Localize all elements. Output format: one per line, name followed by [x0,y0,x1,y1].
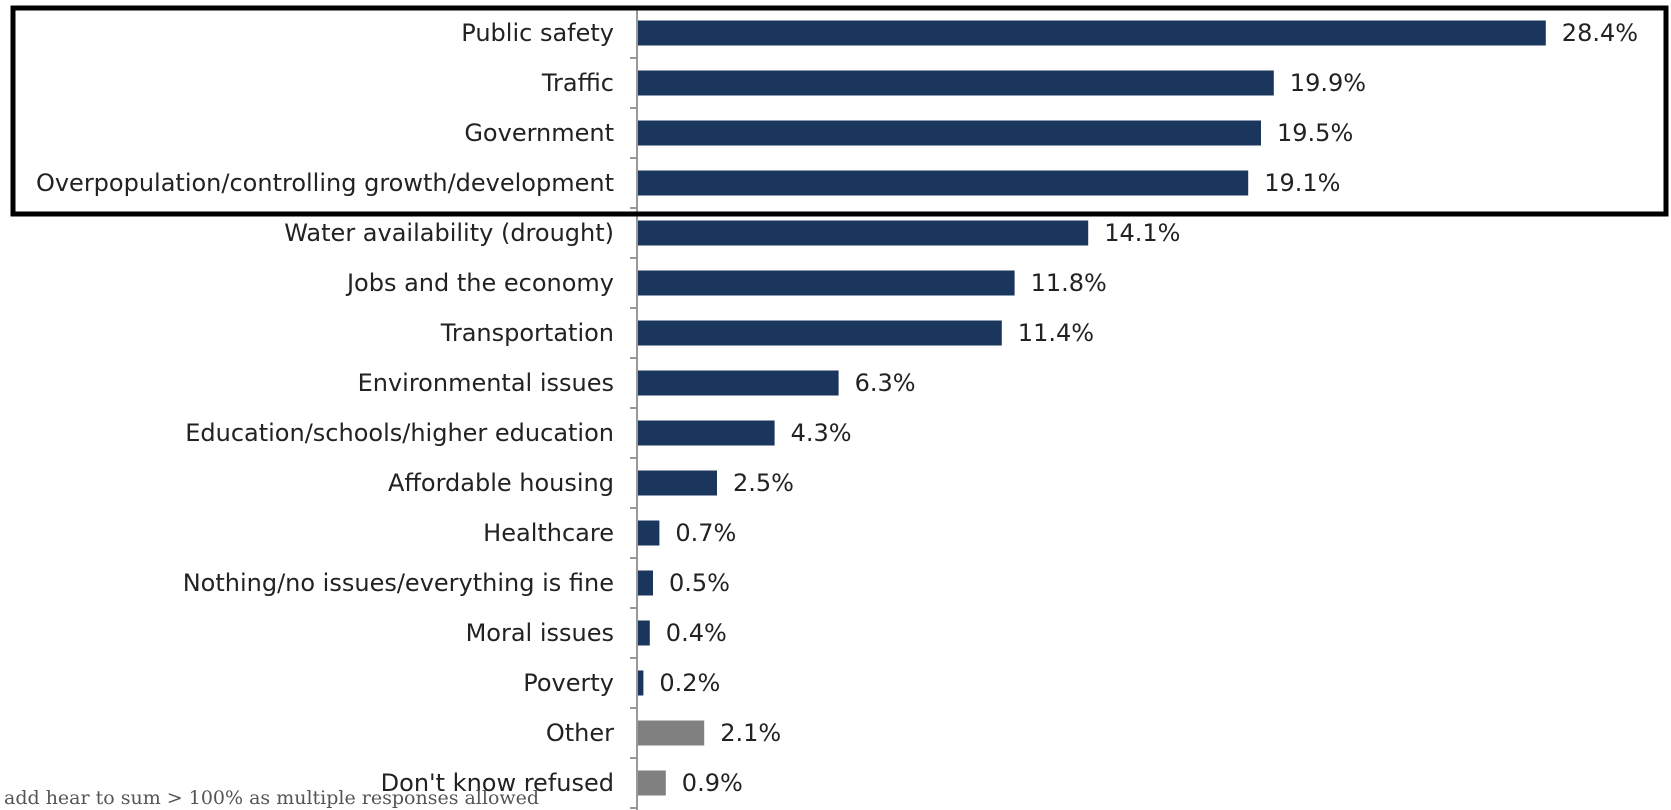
bar-traffic [637,70,1274,96]
category-label-moral-issues: Moral issues [466,619,614,647]
category-label-traffic: Traffic [541,69,614,97]
bar-environmental-issues [637,370,839,396]
value-label-traffic: 19.9% [1290,69,1366,97]
bar-public-safety [637,20,1546,46]
value-label-don-t-know-refused: 0.9% [682,769,743,797]
value-label-jobs-and-the-economy: 11.8% [1031,269,1107,297]
category-label-environmental-issues: Environmental issues [358,369,614,397]
category-label-poverty: Poverty [523,669,614,697]
value-label-moral-issues: 0.4% [666,619,727,647]
value-label-education-schools-higher-education: 4.3% [791,419,852,447]
highlight-box [10,5,1669,217]
value-label-nothing-no-issues-everything-is-fine: 0.5% [669,569,730,597]
bar-government [637,120,1261,146]
bar-education-schools-higher-education [637,420,775,446]
footnote: add hear to sum > 100% as multiple respo… [4,787,539,809]
bar-don-t-know-refused [637,770,666,796]
bar-water-availability-drought [637,220,1089,246]
value-label-water-availability-drought: 14.1% [1104,219,1180,247]
bar-transportation [637,320,1002,346]
category-label-education-schools-higher-education: Education/schools/higher education [185,419,614,447]
category-label-jobs-and-the-economy: Jobs and the economy [345,269,614,297]
value-label-healthcare: 0.7% [675,519,736,547]
value-label-government: 19.5% [1277,119,1353,147]
category-label-public-safety: Public safety [461,19,614,47]
bar-moral-issues [637,620,650,646]
bar-nothing-no-issues-everything-is-fine [637,570,653,596]
bar-overpopulation-controlling-growth-development [637,170,1249,196]
category-label-affordable-housing: Affordable housing [388,469,614,497]
category-label-healthcare: Healthcare [483,519,614,547]
value-label-public-safety: 28.4% [1562,19,1638,47]
bar-healthcare [637,520,660,546]
category-label-nothing-no-issues-everything-is-fine: Nothing/no issues/everything is fine [183,569,614,597]
category-label-government: Government [464,119,614,147]
category-label-transportation: Transportation [440,319,614,347]
value-label-environmental-issues: 6.3% [855,369,916,397]
bar-other [637,720,705,746]
value-labels-group: 28.4% 19.9% 19.5% 19.1% 14.1% 11.8% 11.4% 6.3%4… [659,19,1638,797]
value-label-other: 2.1% [720,719,781,747]
bars-group [637,20,1546,796]
value-label-transportation: 11.4% [1018,319,1094,347]
bar-jobs-and-the-economy [637,270,1015,296]
category-label-other: Other [546,719,614,747]
category-label-water-availability-drought: Water availability (drought) [284,219,614,247]
value-label-overpopulation-controlling-growth-development: 19.1% [1264,169,1340,197]
category-label-overpopulation-controlling-growth-development: Overpopulation/controlling growth/develo… [36,169,614,197]
bar-poverty [637,670,644,696]
value-label-poverty: 0.2% [659,669,720,697]
value-label-affordable-housing: 2.5% [733,469,794,497]
category-labels-group: Public safety Traffic Government Overpopula… [36,19,614,797]
axis-group [630,7,638,810]
category-label-don-t-know-refused: Don't know refused [381,769,614,797]
bar-affordable-housing [637,470,717,496]
